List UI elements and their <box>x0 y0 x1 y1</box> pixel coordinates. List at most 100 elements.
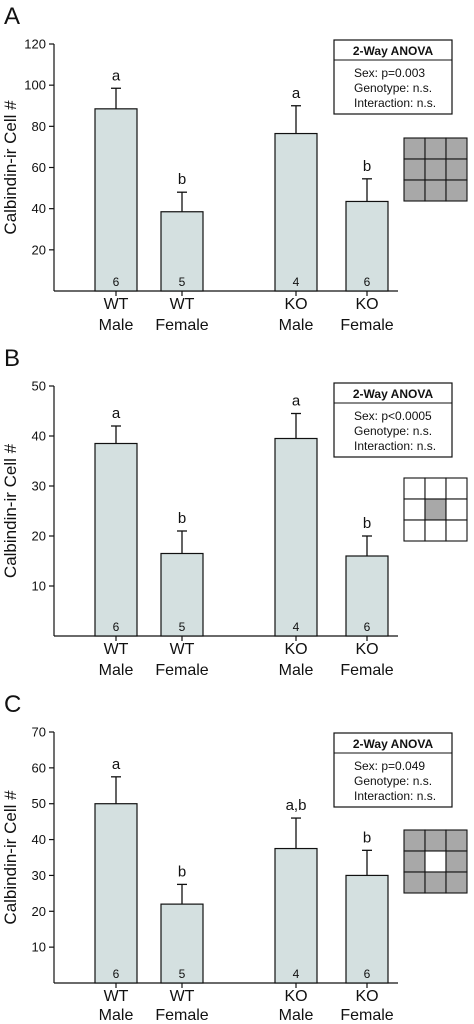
anova-line: Genotype: n.s. <box>354 774 432 788</box>
panel-c: C Calbindin-ir Cell # 10 20 30 40 50 60 70 6 a WT Ma… <box>1 691 468 1024</box>
significance-letter: a <box>112 756 121 773</box>
bar <box>274 132 318 292</box>
panel-a: A Calbindin-ir Cell # 20 40 60 80 100 120 6 a WT Ma… <box>1 3 468 334</box>
category-label-sex: Male <box>99 317 134 334</box>
panel-letter: A <box>4 3 20 30</box>
significance-letter: b <box>178 510 186 527</box>
bar-n-label: 6 <box>113 967 120 981</box>
y-tick-label: 100 <box>24 78 46 93</box>
y-tick-label: 10 <box>32 579 46 594</box>
y-tick-label: 20 <box>32 242 46 257</box>
bar <box>274 437 318 637</box>
category-label-genotype: WT <box>170 641 195 658</box>
category-label-sex: Male <box>279 662 314 679</box>
anova-title: 2-Way ANOVA <box>353 44 434 58</box>
category-label-genotype: WT <box>170 296 195 313</box>
category-label-sex: Female <box>155 662 208 679</box>
bar <box>274 847 318 984</box>
grid-cell <box>445 179 468 202</box>
grid-cell <box>445 477 468 500</box>
grid-cell <box>445 850 468 873</box>
panel-letter: B <box>4 345 20 372</box>
grid-cell <box>403 498 426 521</box>
category-label-genotype: WT <box>104 641 129 658</box>
category-label-genotype: WT <box>104 988 129 1005</box>
bar-n-label: 6 <box>364 275 371 289</box>
grid-cell <box>424 519 447 542</box>
significance-letter: b <box>178 171 186 188</box>
y-tick-label: 60 <box>32 160 46 175</box>
bar <box>160 552 204 637</box>
significance-letter: a,b <box>286 797 307 814</box>
bar-n-label: 6 <box>113 275 120 289</box>
bar <box>345 874 389 984</box>
grid-cell <box>424 179 447 202</box>
y-tick-label: 20 <box>32 529 46 544</box>
grid-cell <box>403 137 426 160</box>
bar-n-label: 5 <box>179 620 186 634</box>
grid-cell <box>424 850 447 873</box>
anova-box <box>333 382 453 458</box>
region-grid-icon <box>403 137 468 202</box>
category-label-genotype: WT <box>104 296 129 313</box>
y-axis-label: Calbindin-ir Cell # <box>1 443 20 578</box>
anova-title: 2-Way ANOVA <box>353 387 434 401</box>
panel-b: B Calbindin-ir Cell # 10 20 30 40 50 6 a WT Male 5 b… <box>1 345 468 679</box>
significance-letter: a <box>292 85 301 102</box>
anova-box <box>333 732 453 808</box>
bar <box>94 442 138 637</box>
grid-cell <box>445 498 468 521</box>
y-tick-label: 10 <box>32 940 46 955</box>
bar <box>94 803 138 984</box>
grid-cell <box>445 829 468 852</box>
y-tick-label: 30 <box>32 868 46 883</box>
y-tick-label: 40 <box>32 832 46 847</box>
grid-cell <box>403 871 426 894</box>
category-label-sex: Female <box>340 1007 393 1024</box>
y-tick-label: 120 <box>24 37 46 52</box>
grid-cell <box>424 829 447 852</box>
bar <box>345 200 389 292</box>
bar-n-label: 5 <box>179 967 186 981</box>
grid-cell <box>424 158 447 181</box>
category-label-sex: Female <box>155 1007 208 1024</box>
grid-cell <box>445 871 468 894</box>
bar-n-label: 6 <box>364 620 371 634</box>
anova-line: Interaction: n.s. <box>354 96 436 110</box>
category-label-genotype: KO <box>284 641 307 658</box>
y-tick-label: 40 <box>32 201 46 216</box>
y-axis-label: Calbindin-ir Cell # <box>1 100 20 235</box>
grid-cell <box>445 137 468 160</box>
category-label-sex: Male <box>99 1007 134 1024</box>
category-label-genotype: KO <box>355 296 378 313</box>
bar-n-label: 5 <box>179 275 186 289</box>
grid-cell <box>403 519 426 542</box>
y-axis-label: Calbindin-ir Cell # <box>1 790 20 925</box>
category-label-genotype: WT <box>170 988 195 1005</box>
region-grid-icon <box>403 829 468 894</box>
anova-box <box>333 39 453 115</box>
category-label-sex: Male <box>279 317 314 334</box>
grid-cell <box>403 158 426 181</box>
y-tick-label: 80 <box>32 119 46 134</box>
bar <box>94 108 138 292</box>
category-label-sex: Female <box>155 317 208 334</box>
grid-cell <box>403 829 426 852</box>
category-label-sex: Female <box>340 317 393 334</box>
significance-letter: a <box>112 405 121 422</box>
grid-cell <box>445 158 468 181</box>
category-label-sex: Male <box>99 662 134 679</box>
bar-n-label: 6 <box>113 620 120 634</box>
bar-n-label: 4 <box>293 967 300 981</box>
significance-letter: b <box>363 515 371 532</box>
category-label-genotype: KO <box>284 296 307 313</box>
bar <box>160 903 204 984</box>
category-label-sex: Female <box>340 662 393 679</box>
panel-letter: C <box>4 691 21 718</box>
y-tick-label: 70 <box>32 725 46 740</box>
region-grid-icon <box>403 477 468 542</box>
y-tick-label: 50 <box>32 379 46 394</box>
anova-line: Genotype: n.s. <box>354 81 432 95</box>
significance-letter: b <box>363 158 371 175</box>
